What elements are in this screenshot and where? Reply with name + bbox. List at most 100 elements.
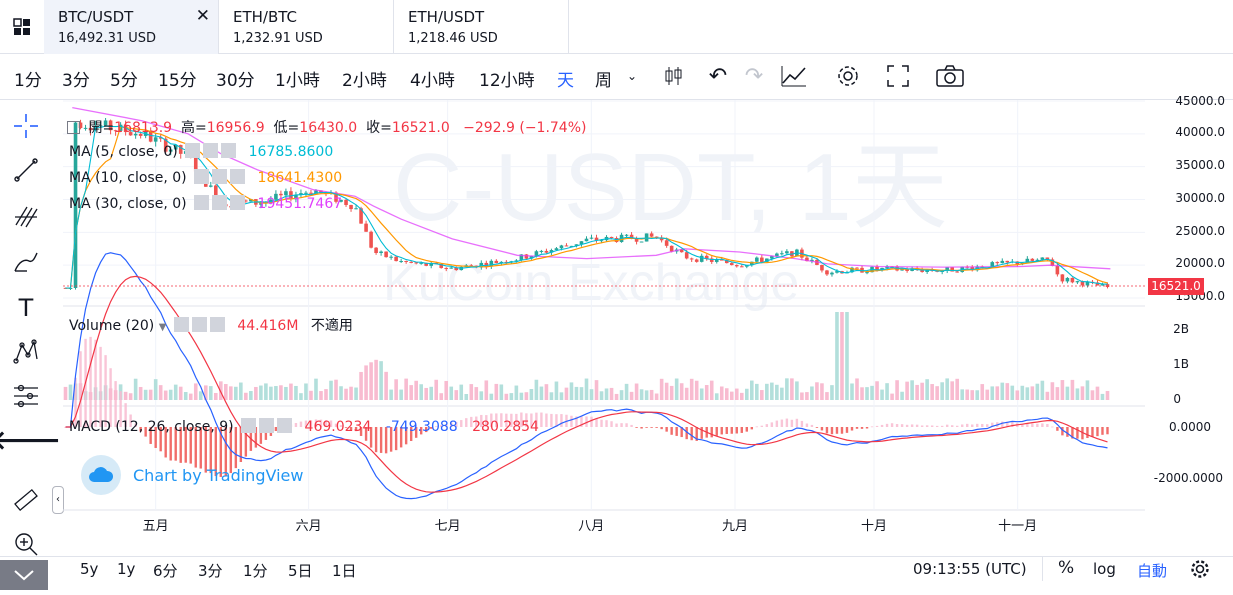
range-1d[interactable]: 1日 [332,562,357,580]
brush-icon[interactable] [10,246,42,278]
macd-hist-bar [525,413,528,427]
chart-canvas[interactable]: C-USDT, 1天 KuCoin Exchange 五月 六月 七月 八月 九月 十月十… [63,100,1145,556]
candle-body [955,271,959,273]
eye-icon[interactable] [173,317,189,332]
eye-icon[interactable] [194,169,210,184]
volume-bar [639,389,644,400]
volume-bar [835,312,839,400]
gear-icon[interactable] [834,62,862,90]
gear-icon[interactable] [212,195,228,210]
interval-5m[interactable]: 5分 [110,71,138,91]
log-toggle[interactable]: log [1093,560,1116,578]
tradingview-branding[interactable]: Chart by TradingView [81,455,303,495]
macd-hist-bar [560,414,563,427]
camera-icon[interactable] [936,62,964,90]
range-5d[interactable]: 5日 [288,562,313,580]
eye-icon[interactable] [185,143,201,158]
layout-grid-icon[interactable] [0,0,44,54]
tab-btc-usdt[interactable]: BTC/USDT 16,492.31 USD ✕ [44,0,219,54]
expand-down-button[interactable] [0,560,48,590]
close-icon[interactable] [221,143,237,158]
gear-icon[interactable] [259,418,275,433]
range-3m[interactable]: 3分 [198,562,223,580]
indicators-icon[interactable] [780,62,808,90]
tab-eth-usdt[interactable]: ETH/USDT 1,218.46 USD [394,0,569,54]
candle-body [554,248,559,251]
interval-15m[interactable]: 15分 [158,71,197,91]
macd-hist-bar [585,416,588,427]
volume-bar [679,383,684,400]
macd-hist-bar [915,424,919,427]
macd-hist-bar [319,419,323,427]
tab-eth-btc[interactable]: ETH/BTC 1,232.91 USD [219,0,394,54]
clock-time[interactable]: 09:13:55 (UTC) [913,560,1027,578]
range-1y[interactable]: 1y [117,560,136,578]
fib-tool-icon[interactable] [10,200,42,232]
price-axis[interactable]: 45000.0 40000.0 35000.0 30000.0 25000.0 … [1145,94,1233,556]
volume-bar [63,386,68,400]
gear-icon[interactable] [203,143,219,158]
range-1m[interactable]: 1分 [243,562,268,580]
pattern-icon[interactable] [10,336,42,368]
eye-icon[interactable] [194,195,210,210]
chart-area[interactable]: C-USDT, 1天 KuCoin Exchange 五月 六月 七月 八月 九月 十月十… [63,100,1145,556]
range-6m[interactable]: 6分 [153,562,178,580]
close-icon[interactable] [277,418,293,433]
interval-3m[interactable]: 3分 [62,71,90,91]
volume-bar [885,383,889,400]
volume-bar [1100,393,1105,400]
range-5y[interactable]: 5y [80,560,99,578]
interval-1h[interactable]: 1小時 [275,71,320,91]
arrow-left-icon[interactable]: 🡐 [0,425,61,456]
volume-bar [374,359,378,400]
interval-2h[interactable]: 2小時 [342,71,387,91]
fullscreen-icon[interactable] [884,62,912,90]
interval-1w[interactable]: 周 [595,71,612,91]
macd-hist-bar [404,427,408,445]
close-icon[interactable] [230,195,246,210]
candles-icon[interactable] [660,62,688,90]
undo-icon[interactable]: ↶ [708,63,728,89]
gear-icon[interactable] [1190,559,1210,583]
macd-hist-bar [495,413,498,427]
chevron-down-icon[interactable]: ▼ [158,322,167,333]
percent-toggle[interactable]: % [1058,558,1075,578]
candle-body [785,251,789,254]
interval-12h[interactable]: 12小時 [479,71,535,91]
trend-line-icon[interactable] [10,154,42,186]
chevron-down-icon[interactable]: ⌄ [627,69,638,83]
close-icon[interactable]: ✕ [195,6,210,26]
collapse-icon[interactable] [67,121,80,134]
eye-icon[interactable] [241,418,257,433]
gear-icon[interactable] [191,317,207,332]
prediction-icon[interactable] [10,380,42,412]
macd-hist-bar [1026,423,1029,427]
interval-30m[interactable]: 30分 [216,71,255,91]
interval-1m[interactable]: 1分 [14,71,42,91]
interval-1d[interactable]: 天 [557,71,574,91]
ma30-line [72,106,1111,270]
ma30-legend: MA (30, close, 0) 19451.7467 [69,195,342,212]
auto-toggle[interactable]: 自動 [1137,562,1168,580]
macd-hist-bar [374,427,378,453]
macd-hist-bar [660,427,663,430]
collapse-toolbar-handle[interactable]: ‹ [52,486,64,514]
macd-hist-bar [1056,427,1059,431]
close-icon[interactable] [230,169,246,184]
crosshair-icon[interactable] [10,110,42,142]
text-tool-icon[interactable]: T [18,294,34,322]
candle-body [865,272,869,274]
close-icon[interactable] [209,317,225,332]
gear-icon[interactable] [212,169,228,184]
volume-bar [1070,379,1075,400]
candle-body [775,253,779,257]
macd-hist-bar [635,427,638,428]
volume-bar [599,391,604,400]
volume-bar [158,385,163,400]
volume-bar [394,379,398,400]
zoom-in-icon[interactable] [10,528,42,560]
interval-4h[interactable]: 4小時 [410,71,455,91]
macd-hist-bar [515,413,518,427]
ruler-icon[interactable] [10,484,42,516]
redo-icon[interactable]: ↷ [744,63,764,89]
